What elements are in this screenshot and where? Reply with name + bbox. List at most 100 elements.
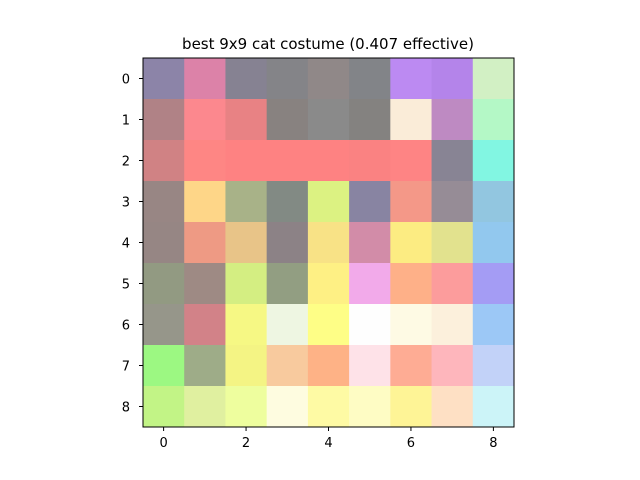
heatmap-cell-r1-c6 (390, 99, 432, 141)
heatmap-cell-r7-c5 (349, 345, 391, 387)
y-tick-label: 7 (122, 360, 130, 375)
heatmap-cell-r3-c6 (390, 181, 432, 223)
heatmap-cell-r8-c0 (143, 386, 185, 428)
heatmap-cell-r5-c7 (431, 263, 474, 305)
heatmap-cell-r8-c8 (472, 386, 515, 428)
heatmap-cell-r1-c1 (184, 99, 226, 141)
heatmap-cell-r8-c2 (225, 386, 268, 428)
x-tick-label: 8 (489, 436, 497, 451)
heatmap-cell-r8-c3 (266, 386, 309, 428)
heatmap-cell-r5-c6 (390, 263, 432, 305)
heatmap-cell-r3-c2 (225, 181, 268, 223)
y-tick-label: 8 (122, 401, 130, 416)
heatmap-cell-r0-c0 (143, 58, 185, 100)
heatmap-cell-r4-c7 (431, 222, 474, 264)
heatmap-cell-r7-c2 (225, 345, 268, 387)
heatmap-cell-r6-c4 (307, 304, 350, 346)
heatmap-cell-r7-c3 (266, 345, 309, 387)
heatmap-cell-r8-c7 (431, 386, 474, 428)
heatmap-cell-r7-c0 (143, 345, 185, 387)
heatmap-cell-r4-c8 (472, 222, 515, 264)
heatmap-cells (143, 58, 515, 428)
x-tick-label: 0 (159, 436, 167, 451)
y-tick-label: 2 (122, 155, 130, 170)
heatmap-cell-r0-c5 (349, 58, 391, 100)
heatmap-cell-r7-c6 (390, 345, 432, 387)
heatmap-cell-r3-c0 (143, 181, 185, 223)
heatmap-cell-r4-c3 (266, 222, 309, 264)
heatmap-cell-r7-c7 (431, 345, 474, 387)
heatmap-cell-r1-c4 (307, 99, 350, 141)
heatmap-cell-r6-c8 (472, 304, 515, 346)
heatmap-cell-r1-c8 (472, 99, 515, 141)
heatmap-cell-r7-c1 (184, 345, 226, 387)
heatmap-cell-r0-c3 (266, 58, 309, 100)
heatmap-cell-r0-c1 (184, 58, 226, 100)
heatmap-cell-r3-c4 (307, 181, 350, 223)
heatmap-cell-r6-c7 (431, 304, 474, 346)
heatmap-cell-r2-c3 (266, 140, 309, 182)
x-axis: 0 2 4 6 8 (159, 427, 498, 451)
y-tick-label: 0 (122, 73, 130, 88)
heatmap-cell-r2-c6 (390, 140, 432, 182)
heatmap-cell-r7-c4 (307, 345, 350, 387)
heatmap-cell-r1-c0 (143, 99, 185, 141)
x-tick-label: 4 (324, 436, 332, 451)
heatmap-cell-r8-c6 (390, 386, 432, 428)
heatmap-cell-r0-c7 (431, 58, 474, 100)
heatmap-cell-r3-c5 (349, 181, 391, 223)
heatmap-cell-r0-c8 (472, 58, 515, 100)
heatmap-cell-r3-c7 (431, 181, 474, 223)
heatmap-cell-r3-c3 (266, 181, 309, 223)
heatmap-cell-r2-c1 (184, 140, 226, 182)
heatmap-cell-r2-c7 (431, 140, 474, 182)
heatmap-cell-r6-c2 (225, 304, 268, 346)
heatmap-cell-r8-c4 (307, 386, 350, 428)
heatmap-cell-r8-c5 (349, 386, 391, 428)
y-axis: 0 1 2 3 4 5 6 7 8 (122, 73, 143, 416)
heatmap-cell-r4-c0 (143, 222, 185, 264)
heatmap-cell-r5-c4 (307, 263, 350, 305)
heatmap-cell-r6-c0 (143, 304, 185, 346)
heatmap-cell-r1-c7 (431, 99, 474, 141)
heatmap-cell-r7-c8 (472, 345, 515, 387)
y-tick-label: 4 (122, 237, 130, 252)
y-tick-label: 1 (122, 114, 130, 129)
y-tick-label: 6 (122, 319, 130, 334)
heatmap-cell-r3-c8 (472, 181, 515, 223)
heatmap-cell-r4-c5 (349, 222, 391, 264)
heatmap-cell-r6-c3 (266, 304, 309, 346)
heatmap-cell-r5-c0 (143, 263, 185, 305)
heatmap-cell-r6-c1 (184, 304, 226, 346)
heatmap-cell-r4-c6 (390, 222, 432, 264)
heatmap-cell-r2-c2 (225, 140, 268, 182)
heatmap-cell-r0-c2 (225, 58, 268, 100)
heatmap-cell-r1-c5 (349, 99, 391, 141)
heatmap-cell-r4-c4 (307, 222, 350, 264)
heatmap-cell-r5-c1 (184, 263, 226, 305)
heatmap-cell-r2-c5 (349, 140, 391, 182)
heatmap-cell-r6-c6 (390, 304, 432, 346)
x-tick-label: 2 (242, 436, 250, 451)
heatmap-cell-r1-c3 (266, 99, 309, 141)
heatmap-cell-r2-c0 (143, 140, 185, 182)
heatmap-cell-r2-c4 (307, 140, 350, 182)
heatmap-cell-r0-c6 (390, 58, 432, 100)
heatmap-cell-r0-c4 (307, 58, 350, 100)
chart-title: best 9x9 cat costume (0.407 effective) (182, 35, 474, 53)
heatmap-cell-r5-c2 (225, 263, 268, 305)
heatmap-cell-r4-c2 (225, 222, 268, 264)
heatmap-cell-r4-c1 (184, 222, 226, 264)
heatmap-cell-r6-c5 (349, 304, 391, 346)
y-tick-label: 5 (122, 278, 130, 293)
heatmap-cell-r5-c5 (349, 263, 391, 305)
x-tick-label: 6 (407, 436, 415, 451)
y-tick-label: 3 (122, 196, 130, 211)
heatmap-cell-r5-c8 (472, 263, 515, 305)
heatmap-cell-r1-c2 (225, 99, 268, 141)
heatmap-cell-r5-c3 (266, 263, 309, 305)
heatmap-cell-r8-c1 (184, 386, 226, 428)
heatmap-cell-r3-c1 (184, 181, 226, 223)
heatmap-cell-r2-c8 (472, 140, 515, 182)
